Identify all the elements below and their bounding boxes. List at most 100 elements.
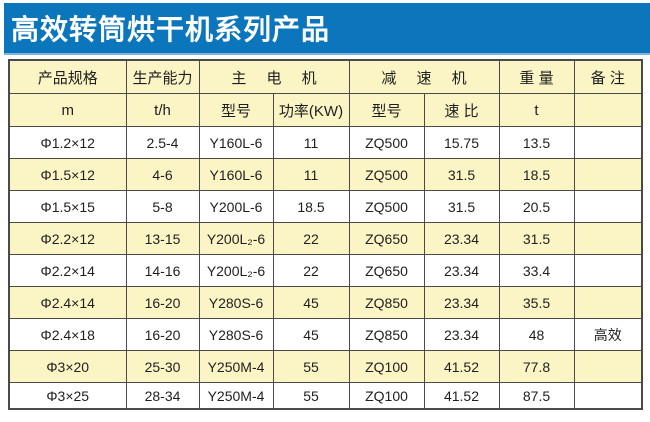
table-cell: 16-20 bbox=[125, 318, 200, 351]
table-cell: 23.34 bbox=[423, 222, 500, 255]
table-cell: Φ3×20 bbox=[8, 350, 127, 383]
table-cell: ZQ500 bbox=[348, 190, 425, 223]
table-cell: 23.34 bbox=[423, 318, 500, 351]
subheader-reducer-model: 型号 bbox=[348, 93, 425, 127]
table-cell: Y160L-6 bbox=[198, 158, 274, 191]
table-cell: Φ2.4×18 bbox=[8, 318, 127, 351]
table-cell: 23.34 bbox=[423, 286, 500, 319]
table-cell: 31.5 bbox=[498, 222, 575, 255]
col-header-reducer: 减 速 机 bbox=[348, 59, 500, 94]
table-cell: Y280S-6 bbox=[198, 286, 274, 319]
table-cell: Y200L-6 bbox=[198, 190, 274, 223]
table-cell: 2.5-4 bbox=[125, 126, 200, 159]
table-cell: ZQ850 bbox=[348, 318, 425, 351]
page-title: 高效转筒烘干机系列产品 bbox=[11, 14, 331, 45]
col-header-weight: 重 量 bbox=[498, 59, 575, 94]
col-header-capacity: 生产能力 bbox=[125, 59, 200, 94]
table-body: Φ1.2×12 2.5-4 Y160L-6 11 ZQ500 15.75 13.5 Φ1.5×… bbox=[8, 126, 643, 410]
table-cell: Y280S-6 bbox=[198, 318, 274, 351]
table-row: Φ2.2×14 14-16 Y200L₂-6 22 ZQ650 23.34 33.4 bbox=[8, 254, 643, 287]
subheader-remark-blank bbox=[573, 93, 643, 127]
spec-table: 产品规格 生产能力 主 电 机 减 速 机 重 量 备 注 m t/h 型号 功… bbox=[8, 59, 643, 410]
table-cell: 20.5 bbox=[498, 190, 575, 223]
table-cell: Y250M-4 bbox=[198, 350, 274, 383]
table-cell: 高效 bbox=[573, 318, 643, 351]
table-cell: 22 bbox=[272, 222, 350, 255]
header-row-units: m t/h 型号 功率(KW) 型号 速 比 t bbox=[8, 93, 643, 127]
table-cell: ZQ100 bbox=[348, 350, 425, 383]
table-cell: 22 bbox=[272, 254, 350, 287]
table-cell: 23.34 bbox=[423, 254, 500, 287]
table-cell: Φ2.2×12 bbox=[8, 222, 127, 255]
table-cell: 45 bbox=[272, 318, 350, 351]
table-cell bbox=[573, 286, 643, 319]
table-cell: Φ1.5×12 bbox=[8, 158, 127, 191]
table-cell: 48 bbox=[498, 318, 575, 351]
table-header: 产品规格 生产能力 主 电 机 减 速 机 重 量 备 注 m t/h 型号 功… bbox=[8, 59, 643, 127]
table-cell: 16-20 bbox=[125, 286, 200, 319]
table-cell bbox=[573, 254, 643, 287]
subheader-reducer-ratio: 速 比 bbox=[423, 93, 500, 127]
table-cell: Φ2.4×14 bbox=[8, 286, 127, 319]
table-cell: 87.5 bbox=[498, 382, 575, 410]
table-row: Φ1.5×15 5-8 Y200L-6 18.5 ZQ500 31.5 20.5 bbox=[8, 190, 643, 223]
table-cell: 11 bbox=[272, 126, 350, 159]
header-row-groups: 产品规格 生产能力 主 电 机 减 速 机 重 量 备 注 bbox=[8, 59, 643, 94]
table-cell: 41.52 bbox=[423, 382, 500, 410]
table-cell: 13-15 bbox=[125, 222, 200, 255]
table-cell: 35.5 bbox=[498, 286, 575, 319]
table-cell: Y160L-6 bbox=[198, 126, 274, 159]
table-cell: 33.4 bbox=[498, 254, 575, 287]
table-cell: Φ1.5×15 bbox=[8, 190, 127, 223]
table-cell: ZQ500 bbox=[348, 158, 425, 191]
table-cell: Y200L₂-6 bbox=[198, 222, 274, 255]
table-cell bbox=[573, 382, 643, 410]
table-cell: 5-8 bbox=[125, 190, 200, 223]
table-cell: 18.5 bbox=[498, 158, 575, 191]
table-row: Φ1.5×12 4-6 Y160L-6 11 ZQ500 31.5 18.5 bbox=[8, 158, 643, 191]
table-row: Φ2.4×14 16-20 Y280S-6 45 ZQ850 23.34 35.5 bbox=[8, 286, 643, 319]
col-header-main-motor: 主 电 机 bbox=[198, 59, 350, 94]
table-cell: 18.5 bbox=[272, 190, 350, 223]
table-cell: 31.5 bbox=[423, 158, 500, 191]
table-cell: 77.8 bbox=[498, 350, 575, 383]
table-row: Φ3×20 25-30 Y250M-4 55 ZQ100 41.52 77.8 bbox=[8, 350, 643, 383]
table-cell: ZQ850 bbox=[348, 286, 425, 319]
subheader-spec-unit: m bbox=[8, 93, 127, 127]
table-row: Φ3×25 28-34 Y250M-4 55 ZQ100 41.52 87.5 bbox=[8, 382, 643, 410]
subheader-capacity-unit: t/h bbox=[125, 93, 200, 127]
table-cell: Φ2.2×14 bbox=[8, 254, 127, 287]
col-header-remark: 备 注 bbox=[573, 59, 643, 94]
subheader-motor-power: 功率(KW) bbox=[272, 93, 350, 127]
table-cell: Φ1.2×12 bbox=[8, 126, 127, 159]
table-row: Φ1.2×12 2.5-4 Y160L-6 11 ZQ500 15.75 13.5 bbox=[8, 126, 643, 159]
table-cell: Y200L₂-6 bbox=[198, 254, 274, 287]
table-cell: 4-6 bbox=[125, 158, 200, 191]
table-cell: ZQ100 bbox=[348, 382, 425, 410]
table-cell: 55 bbox=[272, 382, 350, 410]
table-cell: 31.5 bbox=[423, 190, 500, 223]
table-cell: ZQ650 bbox=[348, 222, 425, 255]
table-cell: Y250M-4 bbox=[198, 382, 274, 410]
table-cell: ZQ500 bbox=[348, 126, 425, 159]
table-cell: 11 bbox=[272, 158, 350, 191]
table-cell: 28-34 bbox=[125, 382, 200, 410]
table-cell bbox=[573, 350, 643, 383]
subheader-motor-model: 型号 bbox=[198, 93, 274, 127]
subheader-weight-unit: t bbox=[498, 93, 575, 127]
table-cell: 41.52 bbox=[423, 350, 500, 383]
table-cell: ZQ650 bbox=[348, 254, 425, 287]
title-banner: 高效转筒烘干机系列产品 bbox=[4, 3, 650, 55]
table-cell: 25-30 bbox=[125, 350, 200, 383]
table-row: Φ2.2×12 13-15 Y200L₂-6 22 ZQ650 23.34 31.5 bbox=[8, 222, 643, 255]
table-cell: 14-16 bbox=[125, 254, 200, 287]
table-cell: 13.5 bbox=[498, 126, 575, 159]
table-cell: 55 bbox=[272, 350, 350, 383]
table-cell: 45 bbox=[272, 286, 350, 319]
table-row: Φ2.4×18 16-20 Y280S-6 45 ZQ850 23.34 48 高效 bbox=[8, 318, 643, 351]
col-header-spec: 产品规格 bbox=[8, 59, 127, 94]
table-cell bbox=[573, 190, 643, 223]
table-cell: 15.75 bbox=[423, 126, 500, 159]
table-cell bbox=[573, 158, 643, 191]
